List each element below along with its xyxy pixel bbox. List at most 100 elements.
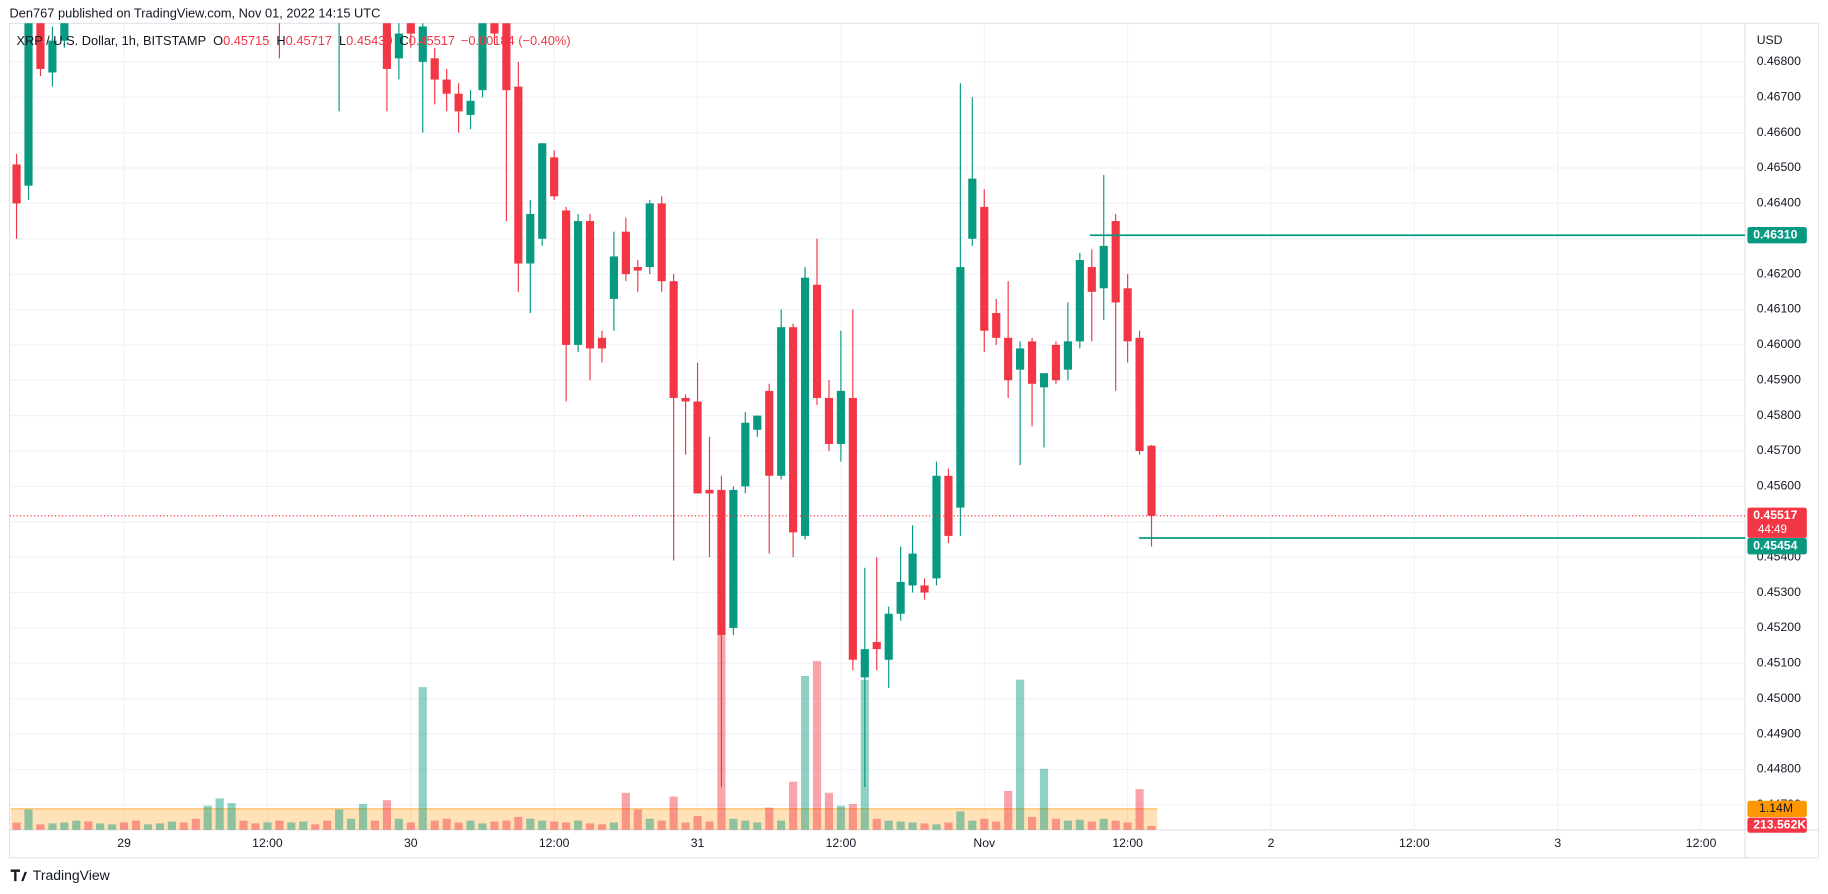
y-tick-label: 0.46100	[1757, 302, 1801, 316]
volume-bar	[251, 823, 260, 830]
candle-body	[789, 327, 798, 533]
legend-value: 0.45517	[409, 33, 455, 48]
candle-body	[621, 231, 630, 275]
volume-bar	[24, 809, 33, 830]
chart-frame	[8, 22, 1820, 859]
level-label-box	[1747, 227, 1807, 244]
volume-bar	[657, 820, 666, 830]
legend-value: 0.45430	[346, 33, 392, 48]
candle-body	[669, 281, 678, 398]
volume-bar	[179, 822, 188, 830]
volume-bar	[621, 792, 630, 830]
y-tick-label: 0.46500	[1757, 160, 1801, 174]
volume-bar	[645, 818, 654, 830]
candle-body	[717, 489, 726, 635]
candle-body	[645, 203, 654, 268]
candle-body	[609, 256, 618, 299]
volume-bar	[884, 820, 893, 830]
candle-body	[777, 327, 786, 476]
candle-body	[1016, 348, 1025, 370]
volume-bar	[12, 822, 21, 830]
candle-body	[382, 23, 391, 69]
candle-body	[1004, 337, 1013, 381]
volume-bar	[872, 818, 881, 830]
candle-body	[860, 649, 869, 678]
candle-body	[705, 489, 714, 494]
volume-bar	[800, 675, 810, 830]
last-volume-label-box	[1747, 817, 1807, 833]
legend-value: 0.45717	[286, 33, 332, 48]
volume-bar	[155, 823, 165, 830]
candle-body	[884, 613, 893, 660]
volume-bar	[84, 821, 93, 830]
candle-body	[1123, 288, 1132, 342]
volume-bar	[693, 815, 702, 830]
y-tick-label: 0.46800	[1757, 54, 1801, 68]
candle-body	[681, 397, 690, 402]
candle-body	[538, 143, 547, 239]
candle-body	[956, 267, 965, 508]
volume-bar	[394, 818, 403, 830]
candle-body	[1075, 259, 1084, 342]
volume-bar	[920, 823, 929, 830]
overlay: 0.447000.448000.449000.450000.451000.452…	[9, 54, 1807, 850]
volume-bar	[573, 820, 583, 830]
candle-body	[800, 277, 810, 536]
x-tick-label: 2	[1268, 836, 1275, 850]
candle-body	[60, 23, 69, 41]
x-tick-label: 30	[404, 836, 418, 850]
last-price-box	[1747, 507, 1807, 538]
volume-ma-label-box	[1747, 800, 1807, 818]
level-label: 0.46310	[1753, 227, 1797, 241]
volume-bar	[287, 822, 296, 830]
candle-body	[573, 221, 583, 345]
x-tick-label: 12:00	[539, 836, 570, 850]
y-tick-label: 0.45000	[1757, 691, 1801, 705]
candle-body	[741, 422, 750, 487]
volume-bar	[1063, 820, 1072, 830]
volume-bar	[585, 823, 595, 830]
volume-bar	[1075, 819, 1084, 830]
volume-bar	[215, 798, 224, 830]
y-tick-label: 0.45800	[1757, 408, 1801, 422]
volume-bar	[478, 823, 487, 830]
volume-bar	[753, 822, 762, 830]
volume-bar	[765, 807, 774, 830]
candle-body	[24, 23, 33, 186]
y-tick-label: 0.46400	[1757, 196, 1801, 210]
x-tick-label: 12:00	[1686, 836, 1717, 850]
candle-body	[12, 164, 21, 204]
legend-value: 0.45715	[223, 33, 269, 48]
volume-bar	[848, 803, 857, 830]
candle-body	[657, 203, 666, 282]
y-tick-label: 0.44800	[1757, 762, 1801, 776]
candle-body	[490, 23, 499, 34]
volume-bar	[1147, 825, 1156, 830]
candle-body	[1111, 221, 1120, 303]
grid	[9, 23, 1746, 830]
candle-body	[597, 337, 607, 349]
candle-body	[430, 58, 439, 80]
candle-body	[729, 489, 738, 628]
volume-bar	[812, 661, 822, 830]
volume-bar	[108, 824, 117, 830]
volume-bar	[1123, 822, 1132, 830]
volume-bar	[633, 809, 642, 830]
candle-body	[36, 23, 45, 69]
legend-title: XRP / U.S. Dollar, 1h, BITSTAMP	[17, 33, 207, 48]
volume-ma-label: 1.14M	[1759, 801, 1793, 815]
y-tick-label: 0.45200	[1757, 620, 1801, 634]
candle-body	[980, 206, 989, 331]
volume-bar	[681, 822, 690, 830]
volume-bar	[143, 824, 153, 830]
candle-body	[585, 221, 595, 349]
candle-body	[812, 284, 822, 398]
volume-bar	[1099, 818, 1108, 830]
candle-body	[693, 401, 702, 494]
y-tick-label: 0.46700	[1757, 89, 1801, 103]
volume-bar	[980, 818, 989, 830]
volume-bar	[944, 822, 953, 830]
candle-body	[550, 157, 559, 197]
volume-bar	[167, 821, 176, 830]
volume-bar	[777, 820, 786, 830]
